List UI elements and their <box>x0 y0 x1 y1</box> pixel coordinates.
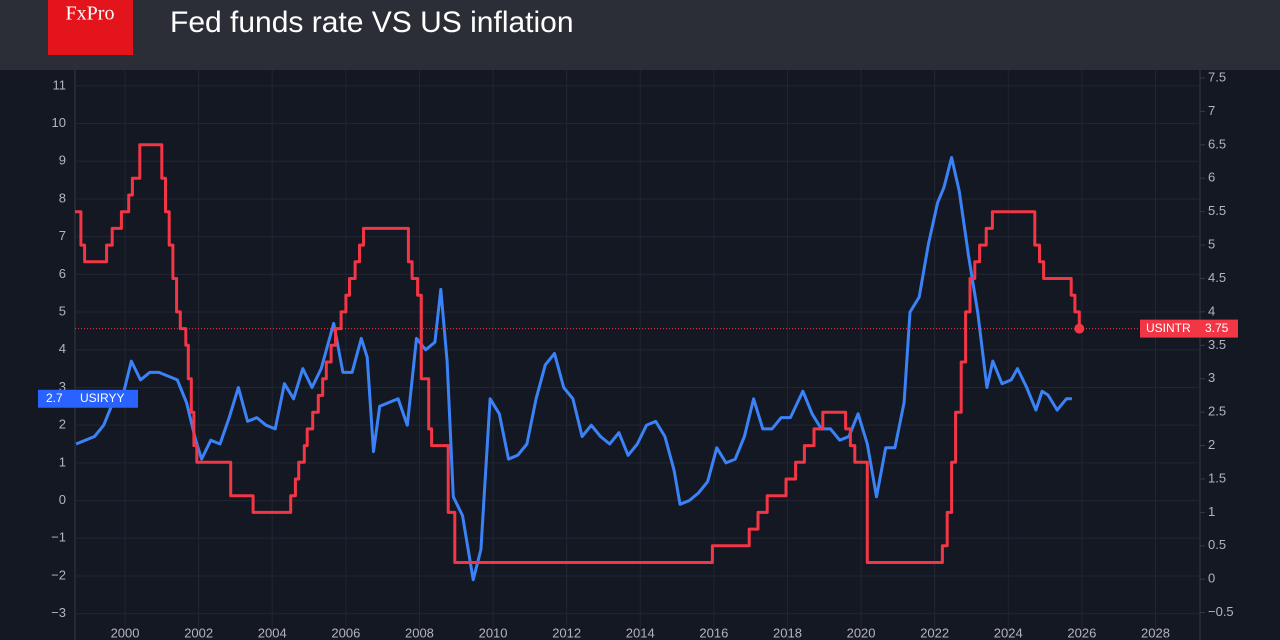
legend-label: USIRYY <box>80 391 124 405</box>
x-tick-label: 2008 <box>405 625 434 640</box>
y2-tick-label: 4.5 <box>1208 270 1226 285</box>
value-label: 3.75 <box>1205 321 1229 335</box>
x-tick-label: 2012 <box>552 625 581 640</box>
y-tick-label: 1 <box>59 454 66 469</box>
y2-tick-label: 6.5 <box>1208 136 1226 151</box>
y2-tick-label: 3 <box>1208 370 1215 385</box>
x-tick-label: 2028 <box>1141 625 1170 640</box>
y2-tick-label: 5.5 <box>1208 203 1226 218</box>
x-tick-label: 2014 <box>626 625 655 640</box>
y2-tick-label: 7 <box>1208 103 1215 118</box>
y-tick-label: −3 <box>51 605 66 620</box>
y2-tick-label: 7.5 <box>1208 69 1226 84</box>
logo-text: FxPro <box>66 3 115 25</box>
x-tick-label: 2006 <box>331 625 360 640</box>
y2-tick-label: 1.5 <box>1208 470 1226 485</box>
y-tick-label: 6 <box>59 266 66 281</box>
y-tick-label: −1 <box>51 530 66 545</box>
chart-title: Fed funds rate VS US inflation <box>170 6 574 39</box>
series-line <box>75 156 1072 582</box>
y2-tick-label: 3.5 <box>1208 337 1226 352</box>
x-tick-label: 2000 <box>111 625 140 640</box>
x-tick-label: 2022 <box>920 625 949 640</box>
x-tick-label: 2024 <box>994 625 1023 640</box>
y-tick-label: 7 <box>59 228 66 243</box>
y2-tick-label: 5 <box>1208 237 1215 252</box>
x-tick-label: 2018 <box>773 625 802 640</box>
y-tick-label: 2 <box>59 417 66 432</box>
last-value-dot <box>1074 323 1085 334</box>
header <box>0 0 1280 70</box>
y-tick-label: 0 <box>59 492 66 507</box>
x-tick-label: 2004 <box>258 625 287 640</box>
y-tick-label: 9 <box>59 153 66 168</box>
y-tick-label: 5 <box>59 303 66 318</box>
value-tag <box>1140 319 1238 338</box>
x-tick-label: 2002 <box>184 625 213 640</box>
y-tick-label: 10 <box>52 115 66 130</box>
y2-tick-label: 0 <box>1208 571 1215 586</box>
y2-tick-label: 2 <box>1208 437 1215 452</box>
y2-tick-label: 4 <box>1208 303 1215 318</box>
y2-tick-label: 0.5 <box>1208 537 1226 552</box>
y-tick-label: 8 <box>59 190 66 205</box>
legend-label: USINTR <box>1146 321 1191 335</box>
value-tag <box>38 389 138 408</box>
logo <box>48 0 133 55</box>
x-tick-label: 2026 <box>1067 625 1096 640</box>
value-label: 2.7 <box>46 391 63 405</box>
series-line <box>75 143 1081 564</box>
x-tick-label: 2020 <box>847 625 876 640</box>
x-tick-label: 2016 <box>699 625 728 640</box>
y2-tick-label: 1 <box>1208 504 1215 519</box>
x-tick-label: 2010 <box>479 625 508 640</box>
y-tick-label: 11 <box>53 77 67 92</box>
y-tick-label: 3 <box>59 379 66 394</box>
y2-tick-label: 2.5 <box>1208 404 1226 419</box>
y2-tick-label: 6 <box>1208 170 1215 185</box>
y2-tick-label: −0.5 <box>1208 604 1234 619</box>
y-tick-label: −2 <box>51 567 66 582</box>
y-tick-label: 4 <box>59 341 66 356</box>
